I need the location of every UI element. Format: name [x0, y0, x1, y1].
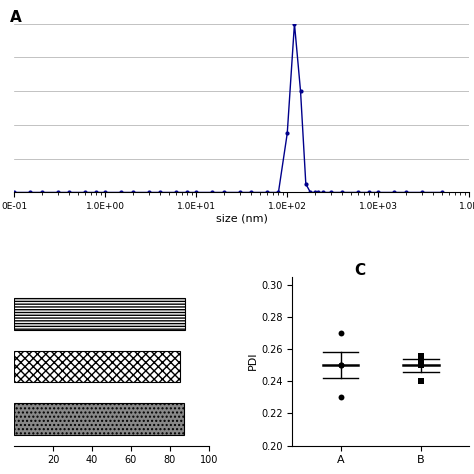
Point — [337, 361, 345, 369]
Point — [417, 361, 425, 369]
Text: C: C — [354, 264, 365, 278]
Text: A: A — [9, 10, 21, 25]
Bar — [14, 403, 183, 435]
Point — [337, 361, 345, 369]
Bar — [14, 351, 180, 383]
X-axis label: size (nm): size (nm) — [216, 214, 268, 224]
Point — [417, 377, 425, 385]
Point — [337, 393, 345, 401]
Bar — [14, 298, 185, 329]
Point — [337, 329, 345, 337]
Y-axis label: PDI: PDI — [248, 352, 258, 371]
Point — [417, 358, 425, 366]
Point — [417, 352, 425, 359]
